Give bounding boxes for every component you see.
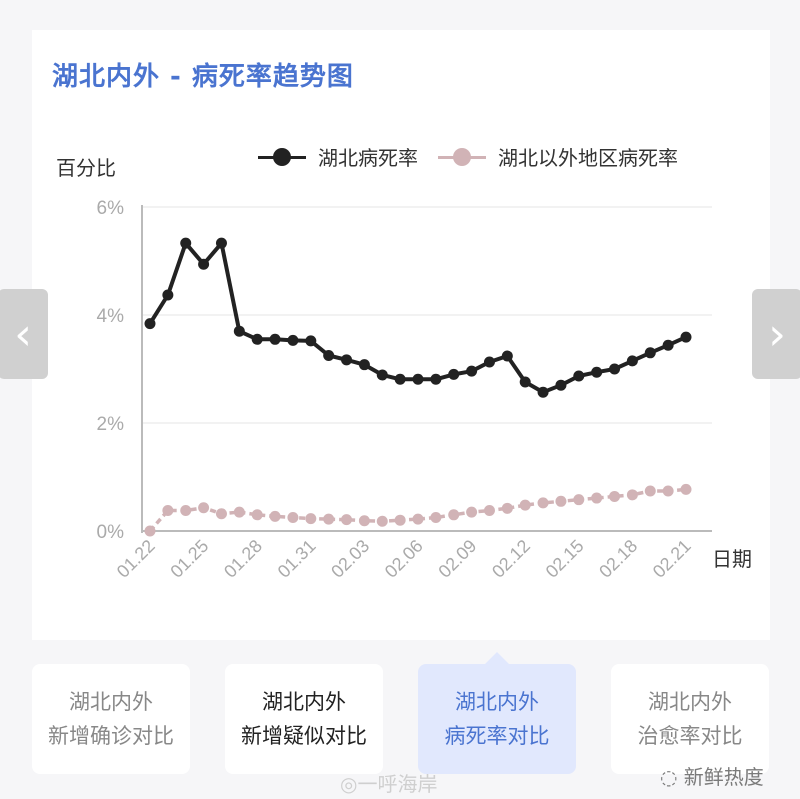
y-axis-label: 百分比 bbox=[56, 156, 116, 180]
chevron-right-icon: › bbox=[768, 308, 786, 360]
legend-item-hubei[interactable]: 湖北病死率 bbox=[258, 142, 418, 171]
next-chart-button[interactable]: › bbox=[752, 289, 800, 379]
tab-line1: 湖北内外 bbox=[69, 690, 153, 714]
legend-item-outside-hubei[interactable]: 湖北以外地区病死率 bbox=[438, 142, 678, 171]
svg-text:02.21: 02.21 bbox=[649, 536, 695, 582]
tab-mortality-rate[interactable]: 湖北内外 病死率对比 bbox=[418, 652, 576, 774]
legend-marker-icon bbox=[438, 147, 486, 167]
legend-label: 湖北病死率 bbox=[318, 146, 418, 170]
tab-line2: 新增确诊对比 bbox=[48, 724, 174, 748]
chart-tabs: 湖北内外 新增确诊对比 湖北内外 新增疑似对比 湖北内外 病死率对比 湖北内外 … bbox=[32, 652, 770, 774]
svg-text:01.25: 01.25 bbox=[166, 536, 212, 582]
tab-new-confirmed[interactable]: 湖北内外 新增确诊对比 bbox=[32, 664, 190, 774]
chart-legend: 湖北病死率 湖北以外地区病死率 bbox=[258, 142, 698, 171]
tab-recovery-rate[interactable]: 湖北内外 治愈率对比 bbox=[611, 664, 769, 774]
prev-chart-button[interactable]: ‹ bbox=[0, 289, 48, 379]
chevron-left-icon: ‹ bbox=[14, 308, 32, 360]
svg-text:02.09: 02.09 bbox=[434, 536, 480, 582]
svg-text:02.15: 02.15 bbox=[542, 536, 588, 582]
svg-text:02.12: 02.12 bbox=[488, 536, 534, 582]
tab-line2: 治愈率对比 bbox=[637, 724, 743, 748]
svg-text:02.06: 02.06 bbox=[381, 536, 427, 582]
tab-line1: 湖北内外 bbox=[455, 690, 539, 714]
tab-line1: 湖北内外 bbox=[648, 690, 732, 714]
svg-text:01.31: 01.31 bbox=[274, 536, 320, 582]
weibo-watermark: ◎一呼海岸 bbox=[340, 772, 438, 796]
active-tab-caret-icon bbox=[485, 652, 509, 664]
tab-new-suspected[interactable]: 湖北内外 新增疑似对比 bbox=[225, 664, 383, 774]
svg-text:0%: 0% bbox=[97, 522, 125, 543]
chart-title: 湖北内外 - 病死率趋势图 bbox=[52, 62, 354, 92]
svg-text:2%: 2% bbox=[97, 414, 125, 435]
chart-card: 湖北内外 - 病死率趋势图 百分比 湖北病死率 湖北以外地区病死率 0% 2% 4%… bbox=[32, 30, 770, 640]
legend-marker-icon bbox=[258, 147, 306, 167]
tab-line2: 新增疑似对比 bbox=[241, 724, 367, 748]
svg-text:02.18: 02.18 bbox=[595, 536, 641, 582]
tab-line2: 病死率对比 bbox=[444, 724, 550, 748]
svg-text:02.03: 02.03 bbox=[327, 536, 373, 582]
line-chart: 0%2%4%6%01.22 01.25 01.28 01.31 02.03 02.06 02… bbox=[97, 198, 752, 582]
wechat-watermark: ◌ 新鲜热度 bbox=[660, 765, 764, 789]
legend-label: 湖北以外地区病死率 bbox=[498, 146, 678, 170]
svg-text:4%: 4% bbox=[97, 306, 125, 327]
svg-text:01.28: 01.28 bbox=[220, 536, 266, 582]
tab-line1: 湖北内外 bbox=[262, 690, 346, 714]
svg-text:日期: 日期 bbox=[712, 547, 752, 571]
svg-text:6%: 6% bbox=[97, 198, 125, 219]
